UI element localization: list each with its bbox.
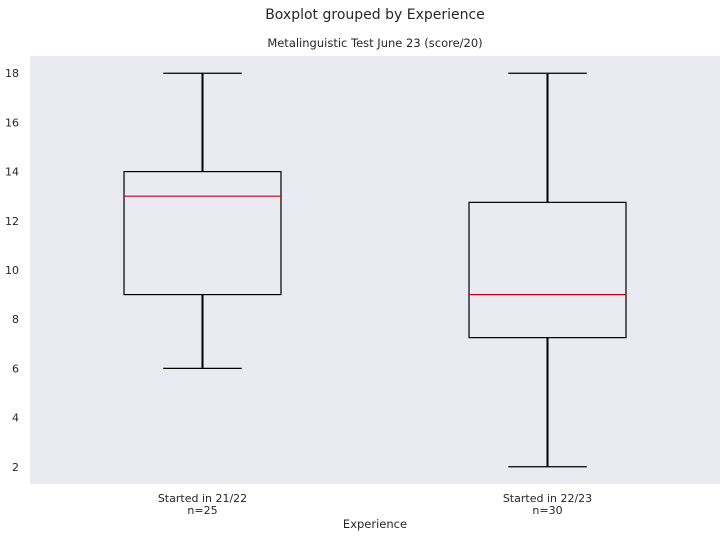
iqr-box — [123, 171, 282, 296]
x-axis-ticks: Started in 21/22n=25 Started in 22/23n=30 — [158, 492, 592, 517]
chart-suptitle: Boxplot grouped by Experience — [265, 7, 485, 23]
x-tick-count-label: n=30 — [532, 504, 562, 517]
y-tick-label: 16 — [5, 116, 19, 129]
x-tick-label: Started in 21/22 — [158, 492, 247, 505]
y-tick-label: 10 — [5, 264, 19, 277]
chart-title: Metalinguistic Test June 23 (score/20) — [267, 36, 482, 50]
iqr-box — [468, 201, 627, 339]
box-group — [468, 72, 627, 468]
y-tick-label: 14 — [5, 166, 19, 179]
y-tick-label: 8 — [12, 313, 19, 326]
y-tick-label: 18 — [5, 67, 19, 80]
x-axis-label: Experience — [343, 517, 407, 531]
y-tick-label: 12 — [5, 215, 19, 228]
y-tick-label: 6 — [12, 362, 19, 375]
x-tick-count-label: n=25 — [187, 504, 217, 517]
y-axis-ticks: 2 4 6 8 10 12 14 16 18 — [5, 67, 19, 474]
boxes-layer — [123, 72, 627, 468]
plot-area — [30, 56, 720, 484]
box-group — [123, 72, 282, 369]
y-tick-label: 2 — [12, 461, 19, 474]
x-tick-label: Started in 22/23 — [503, 492, 592, 505]
y-tick-label: 4 — [12, 412, 19, 425]
